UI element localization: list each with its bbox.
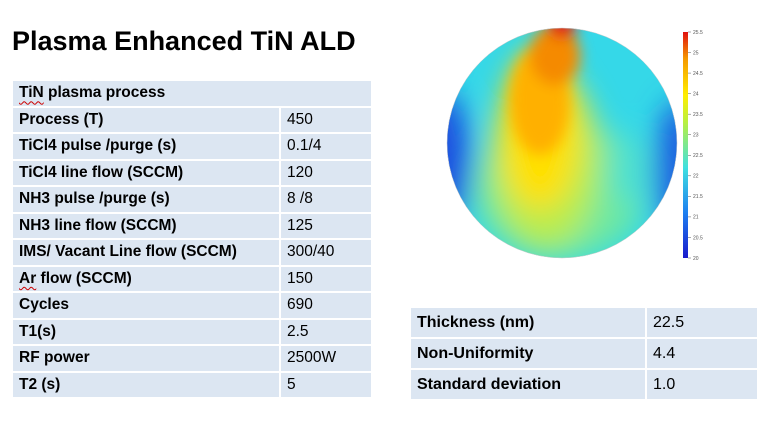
table-row: NH3 line flow (SCCM) 125 bbox=[11, 211, 373, 240]
param-value: 2.5 bbox=[279, 317, 373, 346]
colorbar-tick-label: 25.5 bbox=[693, 30, 703, 36]
param-label: TiCl4 line flow (SCCM) bbox=[11, 158, 281, 187]
param-value: 125 bbox=[279, 211, 373, 240]
colorbar-tick-label: 20.5 bbox=[693, 235, 703, 241]
param-label: NH3 line flow (SCCM) bbox=[11, 211, 281, 240]
table-row: RF power 2500W bbox=[11, 344, 373, 373]
param-value: 5 bbox=[279, 370, 373, 399]
table-row: Thickness (nm) 22.5 bbox=[409, 306, 759, 339]
param-label: IMS/ Vacant Line flow (SCCM) bbox=[11, 238, 281, 267]
param-value: 0.1/4 bbox=[279, 132, 373, 161]
param-label: RF power bbox=[11, 344, 281, 373]
results-table: Thickness (nm) 22.5 Non-Uniformity 4.4 Stand… bbox=[409, 306, 759, 401]
wafer-thickness-map: 25.5 25 24.5 24 23.5 23 22.5 22 21.5 21 20.5 20 bbox=[446, 27, 703, 262]
colorbar-tick-label: 23.5 bbox=[693, 112, 703, 118]
table-row: Standard deviation 1.0 bbox=[409, 368, 759, 401]
table-row: Non-Uniformity 4.4 bbox=[409, 337, 759, 370]
colorbar-tick-label: 23 bbox=[693, 133, 699, 139]
slide-title: Plasma Enhanced TiN ALD bbox=[12, 26, 356, 56]
param-value: 2500W bbox=[279, 344, 373, 373]
colorbar-tick-label: 22 bbox=[693, 174, 699, 180]
table-row: Ar flow (SCCM) 150 bbox=[11, 264, 373, 293]
header-rest: plasma process bbox=[43, 84, 166, 102]
colorbar-tick-label: 24 bbox=[693, 91, 699, 97]
table-row: TiCl4 line flow (SCCM) 120 bbox=[11, 158, 373, 187]
param-label: T2 (s) bbox=[11, 370, 281, 399]
result-label: Standard deviation bbox=[409, 368, 647, 401]
table-row: NH3 pulse /purge (s) 8 /8 bbox=[11, 185, 373, 214]
param-value: 8 /8 bbox=[279, 185, 373, 214]
table-row: T2 (s) 5 bbox=[11, 370, 373, 399]
colorbar-tick-label: 25 bbox=[693, 50, 699, 56]
table-row: Process (T) 450 bbox=[11, 105, 373, 134]
param-value: 690 bbox=[279, 291, 373, 320]
param-label: TiCl4 pulse /purge (s) bbox=[11, 132, 281, 161]
result-label: Thickness (nm) bbox=[409, 306, 647, 339]
colorbar-ticks: 25.5 25 24.5 24 23.5 23 22.5 22 21.5 21 20.5 20 bbox=[688, 30, 703, 262]
colorbar-tick-label: 21.5 bbox=[693, 194, 703, 200]
table-row: TiCl4 pulse /purge (s) 0.1/4 bbox=[11, 132, 373, 161]
wafer-fill bbox=[447, 28, 677, 258]
tin-word: TiN bbox=[19, 84, 44, 102]
param-label: T1(s) bbox=[11, 317, 281, 346]
result-value: 4.4 bbox=[645, 337, 759, 370]
param-value: 150 bbox=[279, 264, 373, 293]
table-row: T1(s) 2.5 bbox=[11, 317, 373, 346]
ar-word: Ar bbox=[19, 269, 37, 287]
colorbar-tick-label: 20 bbox=[693, 256, 699, 262]
param-value: 450 bbox=[279, 105, 373, 134]
colorbar-tick-label: 22.5 bbox=[693, 153, 703, 159]
param-label: Ar flow (SCCM) bbox=[11, 264, 281, 293]
table-row: IMS/ Vacant Line flow (SCCM) 300/40 bbox=[11, 238, 373, 267]
result-value: 22.5 bbox=[645, 306, 759, 339]
param-value: 300/40 bbox=[279, 238, 373, 267]
param-label: Cycles bbox=[11, 291, 281, 320]
process-table: TiN plasma process Process (T) 450 TiCl4 p… bbox=[11, 79, 373, 399]
table-row: Cycles 690 bbox=[11, 291, 373, 320]
table-header: TiN plasma process bbox=[11, 79, 373, 108]
table-header-row: TiN plasma process bbox=[11, 79, 373, 108]
param-label: NH3 pulse /purge (s) bbox=[11, 185, 281, 214]
colorbar-tick-label: 24.5 bbox=[693, 71, 703, 77]
result-value: 1.0 bbox=[645, 368, 759, 401]
result-label: Non-Uniformity bbox=[409, 337, 647, 370]
colorbar bbox=[683, 32, 688, 258]
colorbar-tick-label: 21 bbox=[693, 215, 699, 221]
param-value: 120 bbox=[279, 158, 373, 187]
param-label: Process (T) bbox=[11, 105, 281, 134]
